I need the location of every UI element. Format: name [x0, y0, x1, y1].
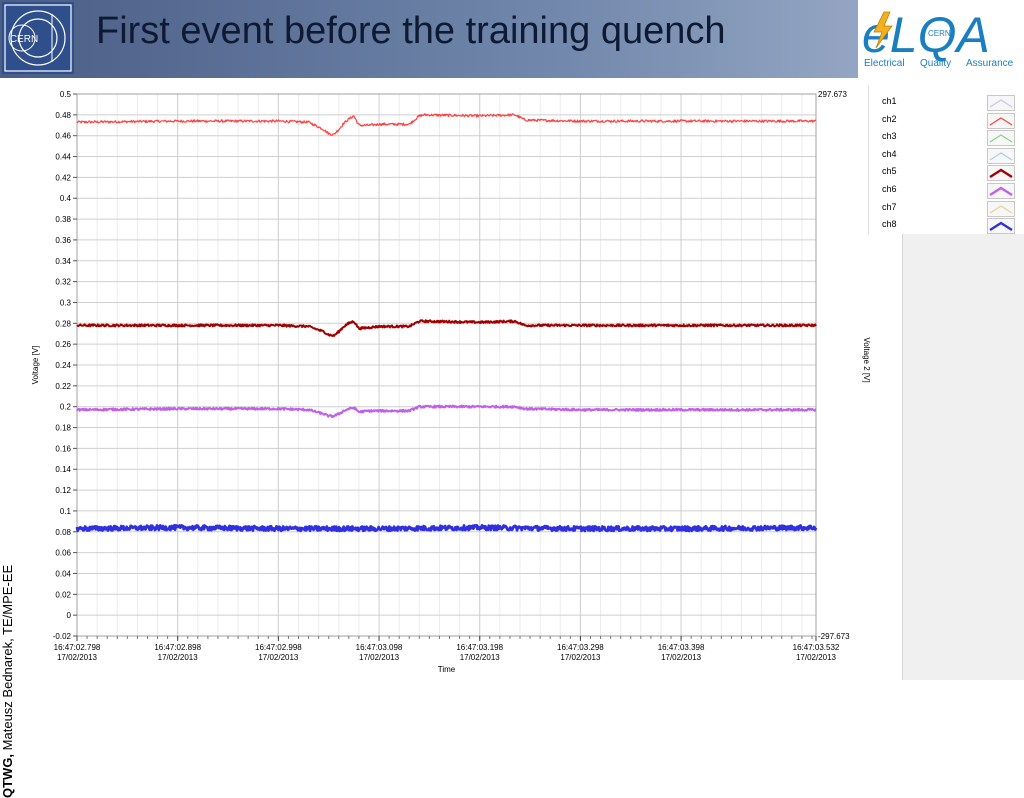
- x-tick-date: 17/02/2013: [158, 653, 199, 662]
- y-tick-label: 0.1: [60, 507, 72, 516]
- legend-label: ch2: [882, 113, 897, 124]
- x-tick-time: 16:47:03.198: [456, 643, 503, 652]
- legend-item-ch8[interactable]: ch8: [869, 217, 1024, 235]
- y-tick-label: 0.24: [55, 361, 71, 370]
- legend-item-ch4[interactable]: ch4: [869, 147, 1024, 164]
- series-line-ch5: [76, 319, 817, 337]
- legend-label: ch4: [882, 148, 897, 159]
- elqa-logo-cern: CERN: [928, 29, 951, 38]
- legend-label: ch8: [882, 219, 897, 230]
- y-tick-label: 0.38: [55, 215, 71, 224]
- y-tick-label: 0.16: [55, 444, 71, 453]
- y-tick-label: 0.04: [55, 569, 71, 578]
- y-tick-label: 0.5: [60, 90, 72, 99]
- legend-item-ch3[interactable]: ch3: [869, 129, 1024, 147]
- legend-item-ch6[interactable]: ch6: [869, 182, 1024, 199]
- x-tick-time: 16:47:03.398: [658, 643, 705, 652]
- y-tick-label: 0.46: [55, 132, 71, 141]
- footer-text: Mateusz Bednarek, TE/MPE-EE: [0, 564, 15, 751]
- x-tick-date: 17/02/2013: [57, 653, 98, 662]
- legend-swatch[interactable]: [987, 218, 1015, 235]
- x-tick-time: 16:47:02.998: [255, 643, 302, 652]
- voltage-chart: -0.02 0 0.02 0.04 0.06 0.08 0.1 0.12 0.14 0.16 0.1…: [31, 90, 871, 674]
- x-tick-date: 17/02/2013: [460, 653, 501, 662]
- x-axis-label: Time: [438, 665, 456, 674]
- x-tick-time: 16:47:02.798: [54, 643, 101, 652]
- legend-swatch[interactable]: [987, 165, 1015, 182]
- x-tick-time: 16:47:02.898: [154, 643, 201, 652]
- x-tick-date: 17/02/2013: [258, 653, 299, 662]
- x-tick-time: 16:47:03.098: [356, 643, 403, 652]
- elqa-logo: eLQA CERN Electrical Quality Assurance: [858, 0, 1024, 78]
- plot-panel: -0.02 0 0.02 0.04 0.06 0.08 0.1 0.12 0.14 0.16 0.1…: [26, 78, 902, 680]
- y-tick-label: 0.32: [55, 278, 71, 287]
- y-tick-label: 0.18: [55, 424, 71, 433]
- legend-swatch[interactable]: [987, 95, 1015, 111]
- legend-panel: ch1 ch2 ch3 ch4 ch5 ch6 ch7 ch8: [868, 86, 1024, 235]
- side-strip: [0, 78, 26, 768]
- x-tick-date: 17/02/2013: [661, 653, 702, 662]
- lightning-icon: [873, 11, 893, 49]
- x-tick-date: 17/02/2013: [796, 653, 837, 662]
- y-axis-label: Voltage [V]: [31, 346, 40, 385]
- legend-item-ch1[interactable]: ch1: [869, 94, 1024, 111]
- legend-item-ch5[interactable]: ch5: [869, 164, 1024, 182]
- legend-label: ch1: [882, 96, 897, 106]
- legend-swatch[interactable]: [987, 147, 1015, 164]
- y-tick-label: 0.48: [55, 111, 71, 120]
- y-tick-label: -0.02: [53, 632, 72, 641]
- legend-swatch[interactable]: [987, 130, 1015, 147]
- y2-bottom-label: -297.673: [818, 632, 850, 641]
- elqa-tagline-3: Assurance: [966, 58, 1014, 69]
- x-tick-time: 16:47:03.298: [557, 643, 604, 652]
- x-tick-date: 17/02/2013: [359, 653, 400, 662]
- y-tick-label: 0.08: [55, 528, 71, 537]
- legend-swatch[interactable]: [987, 200, 1015, 217]
- y-tick-label: 0.22: [55, 382, 71, 391]
- y-tick-label: 0.44: [55, 153, 71, 162]
- elqa-tagline-2: Quality: [920, 58, 951, 69]
- legend-label: ch7: [882, 201, 897, 212]
- y-tick-label: 0.34: [55, 257, 71, 266]
- y-tick-label: 0.3: [60, 298, 72, 307]
- y-tick-label: 0.2: [60, 403, 72, 412]
- y-tick-label: 0.28: [55, 319, 71, 328]
- y2-axis-label: Voltage 2 [V]: [862, 337, 871, 382]
- x-tick-date: 17/02/2013: [560, 653, 601, 662]
- y-tick-label: 0.12: [55, 486, 71, 495]
- series-line-ch8: [75, 523, 818, 533]
- legend-swatch[interactable]: [987, 183, 1015, 199]
- legend-label: ch5: [882, 166, 897, 177]
- footer-bold: QTWG,: [0, 753, 15, 798]
- legend-scroll-area[interactable]: [902, 234, 1024, 680]
- legend-label: ch3: [882, 131, 897, 142]
- y-tick-label: 0.06: [55, 549, 71, 558]
- y-tick-label: 0.36: [55, 236, 71, 245]
- y-tick-label: 0.26: [55, 340, 71, 349]
- x-tick-time: 16:47:03.532: [793, 643, 840, 652]
- elqa-tagline-1: Electrical: [864, 58, 905, 69]
- legend-swatch[interactable]: [987, 112, 1015, 129]
- y-tick-label: 0.42: [55, 173, 71, 182]
- y-tick-label: 0.4: [60, 194, 72, 203]
- footer-author: QTWG, Mateusz Bednarek, TE/MPE-EE: [0, 454, 24, 798]
- legend-item-ch2[interactable]: ch2: [869, 112, 1024, 129]
- slide-header: CERN First event before the training que…: [0, 0, 1024, 78]
- series-line-ch2: [76, 113, 817, 136]
- cern-logo-text: CERN: [10, 34, 38, 45]
- legend-label: ch6: [882, 184, 897, 194]
- y2-top-label: 297.673: [818, 90, 847, 99]
- legend-item-ch7[interactable]: ch7: [869, 200, 1024, 217]
- cern-logo: CERN: [2, 2, 74, 74]
- y-tick-label: 0.14: [55, 465, 71, 474]
- slide-title: First event before the training quench: [96, 10, 726, 52]
- series-line-ch6: [76, 404, 817, 418]
- y-tick-label: 0: [67, 611, 72, 620]
- y-tick-label: 0.02: [55, 590, 71, 599]
